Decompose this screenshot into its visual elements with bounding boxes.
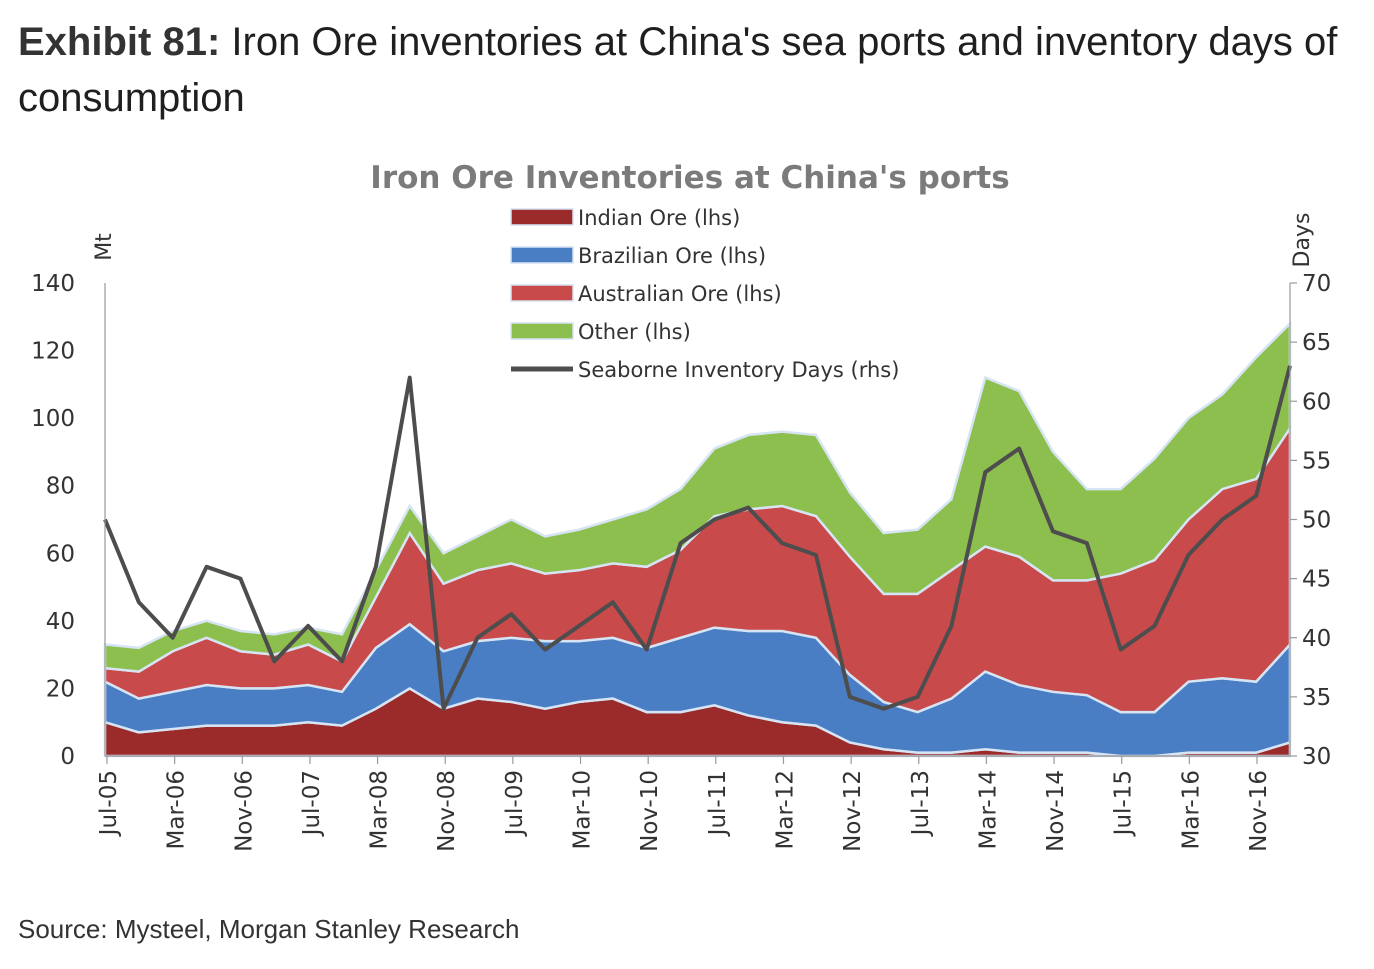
- axes: 0 20 40 60 80 100 120 140 30 35 40 45 50 55 60 65 70 Jul-…: [31, 271, 1331, 852]
- x-tick-label: Jul-15: [1111, 770, 1137, 837]
- legend-label: Brazilian Ore (lhs): [578, 244, 766, 268]
- source-note: Source: Mysteel, Morgan Stanley Research: [18, 914, 520, 944]
- y2-tick-label: 70: [1302, 271, 1331, 297]
- exhibit-title-text: Iron Ore inventories at China's sea port…: [18, 20, 1338, 120]
- legend-swatch: [510, 284, 574, 302]
- y-tick-label: 60: [46, 541, 75, 567]
- x-tick-label: Nov-14: [1043, 770, 1069, 852]
- legend-label: Indian Ore (lhs): [578, 206, 740, 230]
- line-layer: [103, 365, 1292, 711]
- x-tick-label: Jul-07: [299, 770, 325, 837]
- legend-swatch: [510, 246, 574, 264]
- legend-label: Seaborne Inventory Days (rhs): [578, 358, 899, 382]
- y-axis-label: Mt: [92, 233, 117, 261]
- y2-tick-label: 40: [1302, 626, 1331, 652]
- x-tick-label: Mar-14: [975, 770, 1001, 850]
- y-tick-label: 80: [46, 474, 75, 500]
- exhibit-title: Exhibit 81: Iron Ore inventories at Chin…: [18, 14, 1348, 126]
- x-tick-label: Nov-12: [840, 770, 866, 852]
- x-tick-label: Nov-08: [434, 770, 460, 852]
- legend-label: Australian Ore (lhs): [578, 282, 782, 306]
- area-layer: [103, 320, 1292, 758]
- x-tick-label: Mar-10: [570, 770, 596, 850]
- y2-tick-label: 60: [1302, 389, 1331, 415]
- y2-axis-label: Days: [1290, 213, 1315, 268]
- y-tick-label: 0: [60, 744, 75, 770]
- legend: Indian Ore (lhs) Brazilian Ore (lhs) Austr…: [510, 206, 899, 382]
- x-tick-label: Nov-10: [637, 770, 663, 852]
- legend-swatch: [510, 322, 574, 340]
- x-tick-label: Jul-13: [908, 770, 934, 837]
- x-tick-label: Jul-11: [705, 770, 731, 837]
- x-tick-label: Nov-16: [1246, 770, 1272, 852]
- y2-tick-label: 30: [1302, 744, 1331, 770]
- exhibit-number: Exhibit 81:: [18, 20, 221, 64]
- y-tick-label: 120: [31, 339, 75, 365]
- chart-title: Iron Ore Inventories at China's ports: [370, 160, 1009, 196]
- x-tick-label: Mar-08: [367, 770, 393, 850]
- legend-swatch: [510, 208, 574, 226]
- y-tick-label: 140: [31, 271, 75, 297]
- x-tick-label: Mar-12: [772, 770, 798, 850]
- x-tick-label: Jul-09: [502, 770, 528, 837]
- x-tick-label: Mar-16: [1178, 770, 1204, 850]
- legend-label: Other (lhs): [578, 320, 691, 344]
- x-tick-label: Nov-06: [231, 770, 257, 852]
- y-tick-label: 100: [31, 406, 75, 432]
- y2-tick-label: 55: [1302, 448, 1331, 474]
- y-tick-label: 40: [46, 609, 75, 635]
- y2-tick-label: 50: [1302, 508, 1331, 534]
- y2-tick-label: 35: [1302, 685, 1331, 711]
- x-tick-label: Mar-06: [164, 770, 190, 850]
- line-series-inventory-days: [103, 365, 1292, 711]
- y2-tick-label: 65: [1302, 330, 1331, 356]
- x-tick-label: Jul-05: [96, 770, 122, 837]
- y-tick-label: 20: [46, 676, 75, 702]
- y2-tick-label: 45: [1302, 567, 1331, 593]
